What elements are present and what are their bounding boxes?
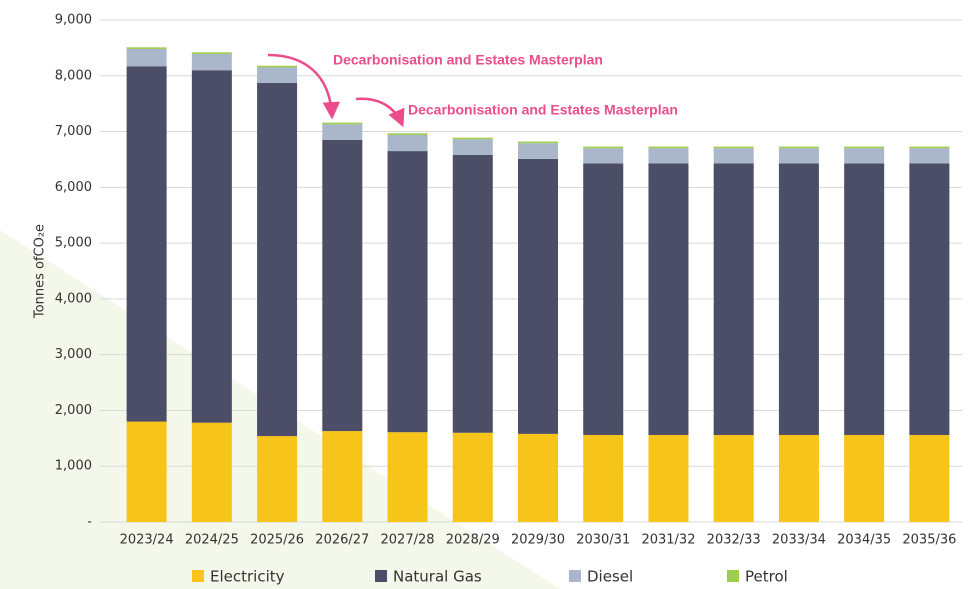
x-tick-label: 2030/31 <box>576 533 630 548</box>
bar-segment <box>648 163 689 435</box>
bar-segment <box>844 163 885 435</box>
bar-segment <box>322 124 363 140</box>
bar-segment <box>257 83 298 437</box>
bar-segment <box>126 66 167 422</box>
bar-segment <box>648 146 689 149</box>
legend-swatch <box>727 570 739 582</box>
bar-segment <box>909 146 950 149</box>
annotation-arrow <box>355 97 405 128</box>
legend-swatch <box>569 570 581 582</box>
x-tick-label: 2023/24 <box>120 533 174 548</box>
y-tick-label: 7,000 <box>55 124 92 139</box>
annotation-arrow <box>267 53 341 120</box>
x-tick-label: 2035/36 <box>902 533 956 548</box>
bar-segment <box>387 151 428 433</box>
bar-segment <box>909 163 950 435</box>
bar-segment <box>387 134 428 152</box>
y-axis-label: Tonnes ofCO₂e <box>33 224 48 319</box>
bar-segment <box>322 139 363 432</box>
bar-segment <box>518 433 558 522</box>
bar-segment <box>518 158 558 434</box>
x-tick-label: 2027/28 <box>381 533 435 548</box>
bar-segment <box>257 436 298 522</box>
bar-segment <box>844 148 885 164</box>
bar-segment <box>191 422 232 522</box>
bar-segment <box>583 163 624 435</box>
bar-segment <box>909 148 950 164</box>
bar-segment <box>126 49 167 67</box>
legend-label: Petrol <box>745 568 788 586</box>
bar-segment <box>322 431 363 522</box>
y-tick-label: 1,000 <box>55 459 92 474</box>
bar-segment <box>452 432 493 522</box>
bar-segment <box>778 148 819 164</box>
x-tick-label: 2033/34 <box>772 533 826 548</box>
y-tick-label: 8,000 <box>55 68 92 83</box>
annotation: Decarbonisation and Estates Masterplan <box>408 102 678 118</box>
x-tick-label: 2025/26 <box>250 533 304 548</box>
x-tick-label: 2024/25 <box>185 533 239 548</box>
bar-segment <box>909 434 950 522</box>
bar-segment <box>713 434 754 522</box>
bar-segment <box>452 137 493 140</box>
bar-segment <box>713 148 754 164</box>
x-tick-label: 2026/27 <box>315 533 369 548</box>
bar-segment <box>518 141 558 144</box>
x-tick-label: 2029/30 <box>511 533 565 548</box>
bar-segment <box>126 421 167 522</box>
bar-segment <box>844 146 885 149</box>
annotation: Decarbonisation and Estates Masterplan <box>333 52 603 68</box>
bar-segment <box>778 434 819 522</box>
bar-segment <box>191 70 232 423</box>
bar-segment <box>126 47 167 50</box>
bar-segment <box>191 54 232 71</box>
bar-segment <box>387 432 428 522</box>
bar-segment <box>518 143 558 159</box>
legend-label: Diesel <box>587 568 633 586</box>
x-tick-label: 2028/29 <box>446 533 500 548</box>
bar-segment <box>583 146 624 149</box>
y-tick-label: 6,000 <box>55 180 92 195</box>
bar-segment <box>778 163 819 435</box>
y-tick-label: 4,000 <box>55 291 92 306</box>
x-tick-label: 2031/32 <box>641 533 695 548</box>
y-tick-label: 3,000 <box>55 347 92 362</box>
bar-segment <box>257 67 298 84</box>
y-tick-label: 5,000 <box>55 236 92 251</box>
bar-segment <box>778 146 819 149</box>
y-tick-label: 9,000 <box>55 13 92 28</box>
y-tick-label: - <box>87 515 92 530</box>
bar-segment <box>648 434 689 522</box>
legend-swatch <box>192 570 204 582</box>
bar-segment <box>844 434 885 522</box>
bar-segment <box>322 122 363 125</box>
bar-segment <box>713 163 754 435</box>
bar-segment <box>583 148 624 164</box>
x-tick-label: 2032/33 <box>707 533 761 548</box>
y-tick-label: 2,000 <box>55 403 92 418</box>
bar-segment <box>387 133 428 135</box>
legend-label: Natural Gas <box>393 568 482 586</box>
bar-segment <box>452 139 493 155</box>
bar-segment <box>583 434 624 522</box>
x-tick-label: 2034/35 <box>837 533 891 548</box>
bar-segment <box>713 146 754 149</box>
bar-segment <box>452 154 493 433</box>
bar-segment <box>191 52 232 55</box>
legend-swatch <box>375 570 387 582</box>
bar-segment <box>648 148 689 164</box>
legend-label: Electricity <box>210 568 285 586</box>
bar-segment <box>257 65 298 68</box>
